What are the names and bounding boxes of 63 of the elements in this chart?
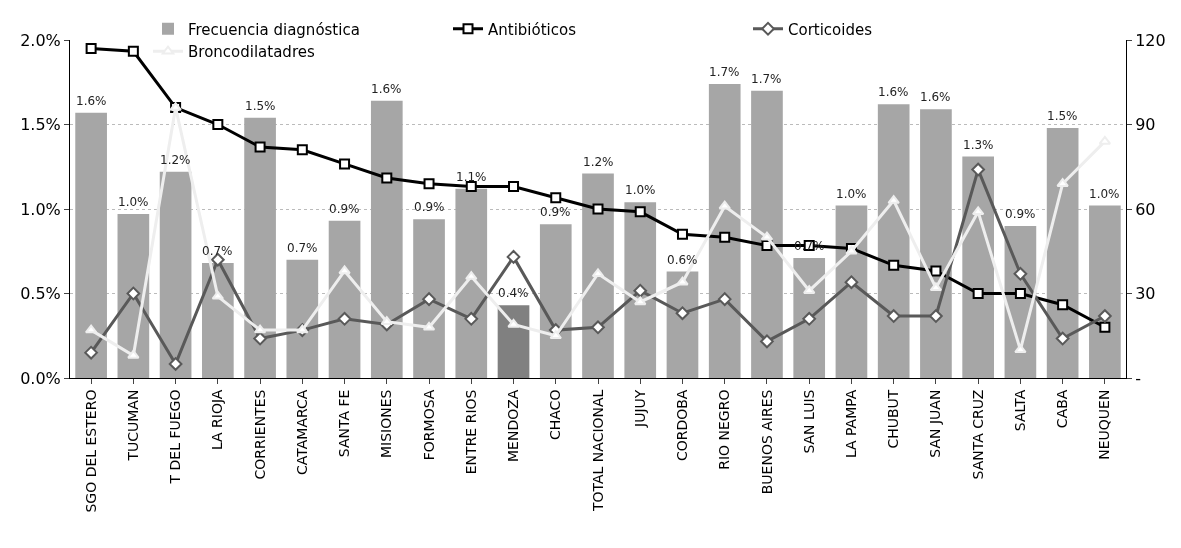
x-tick-label: CORDOBA [674,389,691,462]
x-tick-label: CATAMARCA [293,389,310,475]
data-label: 1.0% [836,187,867,201]
y-tick-label: 1.5% [20,115,61,135]
data-label: 0.9% [329,202,360,216]
data-label: 1.0% [118,195,149,209]
y2-tick-label: 90 [1135,115,1156,135]
data-label: 1.7% [709,65,740,79]
x-tick-label: JUJUY [631,389,648,428]
y-tick-label: 0.0% [20,368,61,388]
data-label: 1.6% [920,90,951,104]
x-tick-label: SGO DEL ESTERO [82,389,99,513]
data-label: 0.9% [414,200,445,214]
x-tick-label: LA RIOJA [209,389,226,451]
x-tick-label: RIO NEGRO [716,389,733,470]
data-label: 1.7% [751,72,782,86]
legend-label: Corticoides [788,20,873,39]
x-tick-label: T DEL FUEGO [167,389,184,485]
data-label: 0.6% [667,253,698,267]
x-tick-label: SALTA [1011,389,1028,432]
data-label: 1.3% [963,138,994,152]
x-tick-label: CORRIENTES [251,389,268,480]
x-tick-label: SAN LUIS [800,389,817,454]
data-label: 0.9% [1005,207,1036,221]
y2-tick-label: - [1135,368,1141,388]
y2-tick-label: 120 [1135,30,1166,50]
data-label: 1.6% [371,82,402,96]
data-label: 1.2% [160,153,191,167]
x-tick-label: NEUQUEN [1096,389,1113,460]
legend-label: Broncodilatadres [188,43,315,62]
x-tick-label: SANTA CRUZ [969,389,986,480]
x-tick-label: FORMOSA [420,389,437,461]
data-label: 0.9% [540,205,571,219]
y-tick-label: 2.0% [20,30,61,50]
legend-label: Frecuencia diagnóstica [188,20,360,39]
x-tick-label: BUENOS AIRES [758,389,775,495]
data-label: 0.7% [287,241,318,255]
x-tick-label: CABA [1054,389,1071,429]
x-tick-label: MENDOZA [505,389,522,462]
y2-tick-label: 30 [1135,284,1156,304]
x-tick-label: TUCUMAN [124,389,141,462]
x-tick-label: ENTRE RIOS [462,389,479,475]
data-label: 0.4% [498,286,529,300]
data-label: 0.7% [202,244,233,258]
y-tick-label: 1.0% [20,199,61,219]
data-label: 1.5% [245,99,276,113]
x-tick-label: TOTAL NACIONAL [589,389,606,513]
y2-tick-label: 60 [1135,199,1156,219]
x-tick-label: CHACO [547,389,564,441]
y-tick-label: 0.5% [20,284,61,304]
x-tick-label: CHUBUT [885,389,902,449]
data-label: 1.0% [1089,187,1120,201]
x-tick-label: SAN JUAN [927,389,944,458]
data-label: 1.5% [1047,109,1078,123]
data-label: 1.2% [583,155,614,169]
data-label: 1.6% [76,94,107,108]
data-label: 1.6% [878,85,909,99]
data-label: 1.1% [456,170,487,184]
x-tick-label: LA PAMPA [842,389,859,459]
legend-label: Antibióticos [488,20,577,39]
x-tick-label: MISIONES [378,389,395,459]
x-tick-label: SANTA FE [336,389,353,458]
data-label: 1.0% [625,183,656,197]
